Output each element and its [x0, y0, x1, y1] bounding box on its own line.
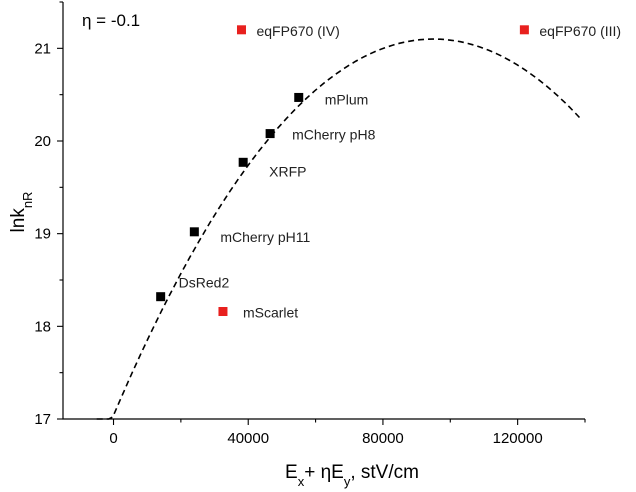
- point-label: mScarlet: [243, 305, 298, 321]
- point-label: eqFP670 (III): [539, 23, 621, 39]
- y-tick-label: 20: [34, 133, 51, 150]
- data-points: DsRed2 mCherry pH11 XRFP mCherry pH8 mPlum mS…: [156, 23, 621, 321]
- eta-annotation: η = -0.1: [82, 11, 140, 30]
- data-point: [294, 92, 304, 102]
- x-tick-label: 120000: [493, 430, 543, 447]
- y-tick-label: 19: [34, 226, 51, 243]
- data-point: [236, 25, 246, 35]
- fit-curve: [96, 38, 583, 420]
- x-tick-label: 80000: [362, 430, 404, 447]
- point-label: mCherry pH8: [292, 127, 375, 143]
- point-label: DsRed2: [179, 275, 230, 291]
- axes: 0 40000 80000 120000 17 18 19 20 21: [34, 1, 586, 447]
- y-tick-label: 18: [34, 318, 51, 335]
- data-point: [265, 129, 275, 139]
- y-axis-title: lnknR: [8, 192, 35, 233]
- point-label: mPlum: [325, 91, 369, 107]
- data-point: [519, 25, 529, 35]
- point-label: mCherry pH11: [220, 229, 310, 245]
- point-label: XRFP: [269, 163, 306, 179]
- point-label: eqFP670 (IV): [256, 23, 339, 39]
- data-point: [238, 157, 248, 167]
- y-tick-label: 21: [34, 40, 51, 57]
- data-point: [218, 307, 228, 317]
- x-tick-label: 0: [109, 430, 117, 447]
- data-point: [189, 227, 199, 237]
- x-axis-title: Ex+ ηEy, stV/cm: [285, 462, 419, 489]
- axis-lines: [62, 2, 585, 420]
- data-point: [156, 292, 166, 302]
- x-tick-label: 40000: [227, 430, 269, 447]
- y-tick-label: 17: [34, 411, 51, 428]
